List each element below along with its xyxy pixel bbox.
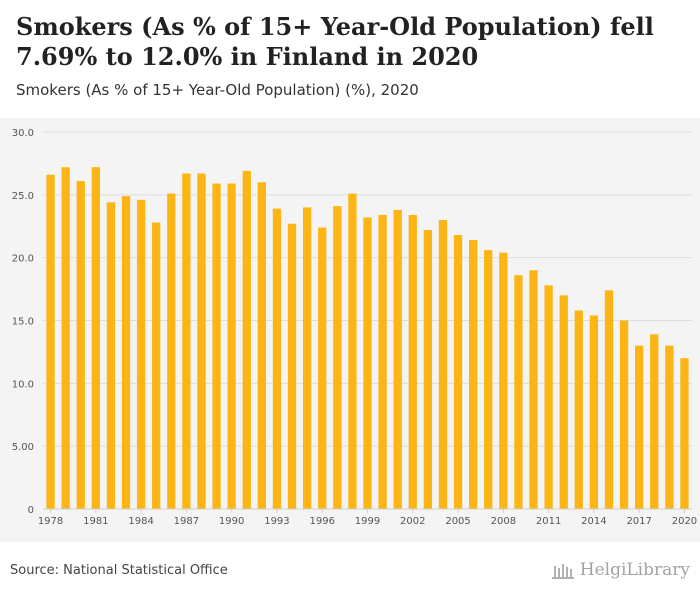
x-tick-label: 2011 [536, 516, 561, 527]
bar-1987 [182, 173, 191, 509]
bar-1994 [287, 223, 297, 509]
bar-2009 [514, 275, 523, 509]
bar-2017 [635, 345, 644, 509]
bar-1990 [227, 183, 236, 509]
bar-2006 [469, 240, 478, 509]
bar-2004 [438, 219, 448, 509]
y-tick-label: 30.0 [12, 128, 34, 139]
bar-1980 [76, 181, 85, 509]
bar-1991 [242, 170, 251, 509]
bar-2007 [484, 250, 493, 509]
bar-1984 [136, 199, 146, 510]
bar-2013 [574, 310, 583, 509]
bar-1986 [167, 193, 176, 509]
y-tick-label: 10.0 [12, 379, 34, 390]
bar-1995 [302, 207, 312, 509]
bar-1996 [318, 227, 327, 509]
x-tick-label: 2002 [400, 516, 425, 527]
brand-name: HelgiLibrary [579, 560, 690, 580]
bar-1998 [348, 193, 357, 509]
x-tick-label: 2020 [672, 516, 697, 527]
y-tick-label: 5.00 [12, 442, 34, 453]
bar-1989 [212, 183, 221, 509]
bar-2019 [665, 345, 674, 509]
x-tick-label: 1999 [355, 516, 380, 527]
x-tick-label: 1993 [264, 516, 289, 527]
x-tick-label: 2014 [581, 516, 606, 527]
bar-1981 [91, 167, 100, 509]
bar-2011 [544, 285, 553, 509]
source-note: Source: National Statistical Office [10, 563, 228, 578]
bar-1997 [333, 206, 342, 509]
chart-title: Smokers (As % of 15+ Year-Old Population… [16, 12, 654, 71]
bar-2000 [378, 214, 387, 509]
bar-1992 [257, 182, 266, 509]
bar-2002 [408, 214, 417, 509]
bar-2018 [650, 334, 659, 509]
y-tick-label: 0 [28, 505, 34, 516]
chart-subtitle: Smokers (As % of 15+ Year-Old Population… [16, 81, 419, 99]
bar-1979 [61, 167, 70, 509]
x-tick-label: 1990 [219, 516, 244, 527]
brand-logo: HelgiLibrary [551, 560, 690, 580]
x-tick-label: 2017 [626, 516, 651, 527]
x-tick-label: 1996 [309, 516, 334, 527]
x-tick-label: 2005 [445, 516, 470, 527]
bar-1985 [152, 222, 161, 509]
bar-1999 [363, 217, 372, 509]
bar-2016 [619, 320, 629, 509]
bar-1988 [197, 173, 206, 509]
x-tick-label: 1984 [128, 516, 153, 527]
bar-2001 [393, 209, 402, 509]
bar-2005 [453, 235, 463, 510]
bar-2014 [589, 315, 599, 509]
y-tick-label: 20.0 [12, 254, 34, 265]
bar-1983 [121, 196, 131, 509]
x-tick-label: 1978 [38, 516, 63, 527]
library-icon [551, 564, 574, 579]
bar-2015 [604, 290, 614, 509]
bar-1982 [106, 202, 116, 509]
bar-2003 [423, 230, 433, 509]
x-tick-label: 1987 [174, 516, 199, 527]
y-tick-label: 25.0 [12, 191, 34, 202]
bar-2012 [559, 295, 568, 509]
chart-area: 0 5.00 10.0 15.0 20.0 25.0 30.0 1978 1981 1984 198… [0, 118, 700, 542]
bar-2020 [680, 358, 689, 509]
x-tick-label: 1981 [83, 516, 108, 527]
bar-2008 [499, 252, 508, 509]
x-tick-label: 2008 [491, 516, 516, 527]
y-tick-label: 15.0 [12, 317, 34, 328]
bar-chart: 0 5.00 10.0 15.0 20.0 25.0 30.0 1978 1981 1984 198… [12, 128, 697, 527]
bar-2010 [529, 270, 538, 509]
bar-1993 [272, 208, 282, 509]
bar-1978 [46, 174, 55, 510]
